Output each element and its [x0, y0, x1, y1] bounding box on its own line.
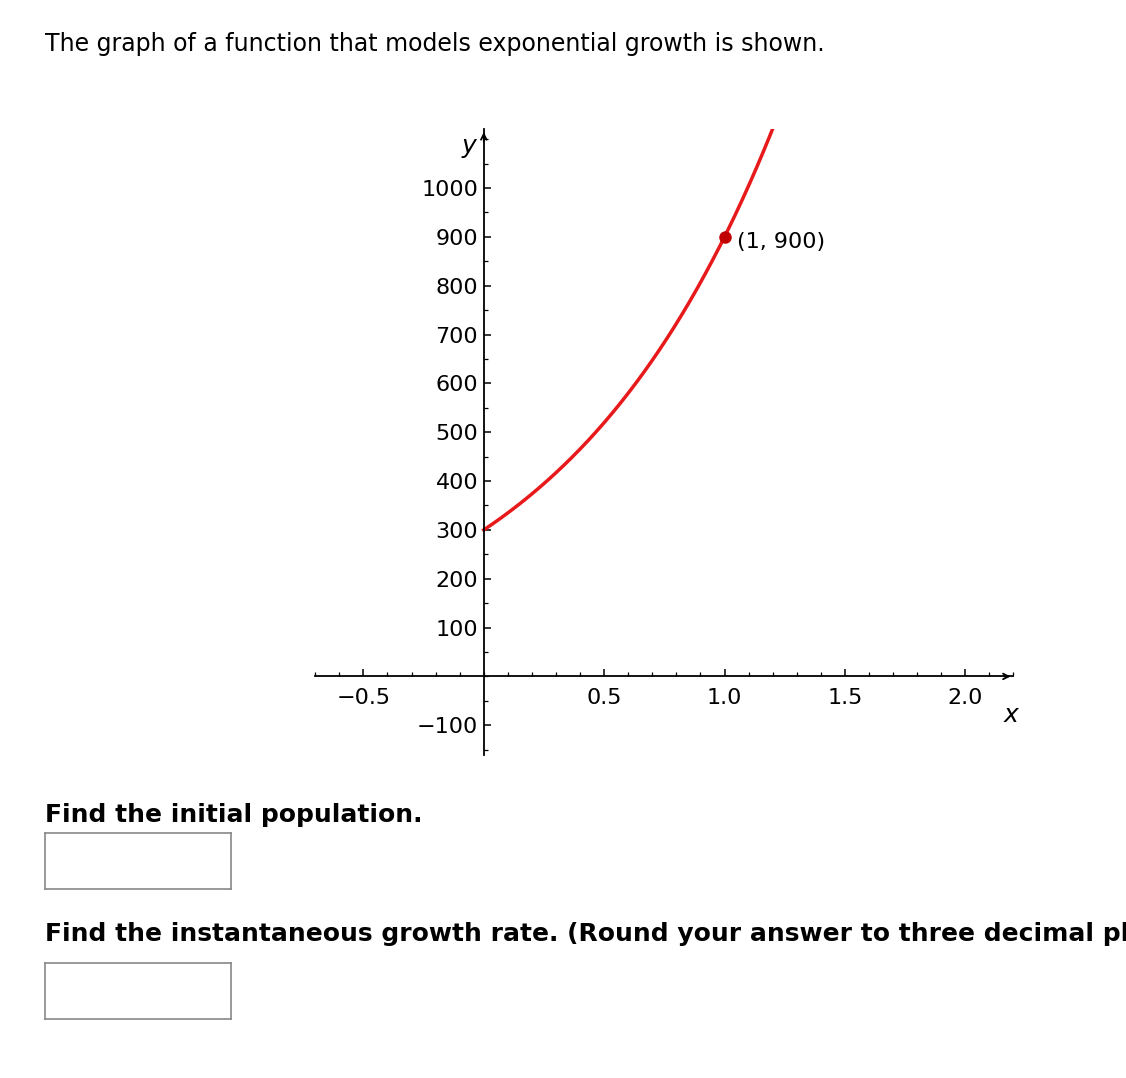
Text: x: x: [1003, 703, 1018, 728]
Text: Find the instantaneous growth rate. (Round your answer to three decimal places.): Find the instantaneous growth rate. (Rou…: [45, 922, 1126, 945]
Text: (1, 900): (1, 900): [736, 232, 824, 251]
Text: y: y: [462, 135, 476, 158]
Text: The graph of a function that models exponential growth is shown.: The graph of a function that models expo…: [45, 32, 824, 56]
Text: Find the initial population.: Find the initial population.: [45, 803, 422, 827]
